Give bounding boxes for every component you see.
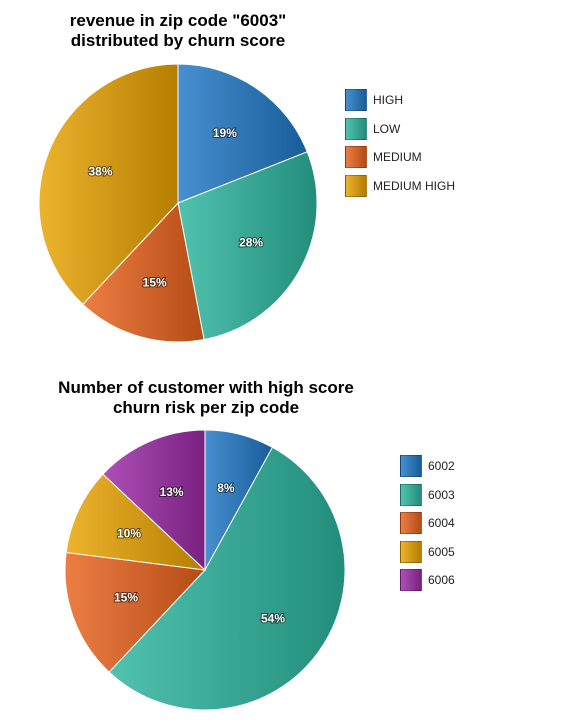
slice-label-6005: 10% [117, 526, 141, 540]
pie-slice-medium [82, 201, 205, 343]
pie-slice-6004 [64, 551, 207, 673]
chart-high-churn-per-zip: Number of customer with high score churn… [0, 372, 581, 721]
legend-label: 6005 [428, 544, 455, 559]
legend-item-medium[interactable]: MEDIUM [345, 145, 422, 169]
slice-label-6002: 8% [217, 481, 235, 495]
chart-title-line-1: revenue in zip code "6003" [69, 11, 287, 30]
slice-label-6006: 13% [160, 485, 184, 499]
chart-title: revenue in zip code "6003" distributed b… [0, 11, 356, 51]
slice-label-low: 28% [239, 235, 263, 249]
pie-slice-6005 [65, 473, 207, 571]
pie-slice-high [177, 63, 308, 204]
legend-label: 6006 [428, 573, 455, 587]
legend-swatch [400, 483, 422, 506]
legend-item-low[interactable]: LOW [345, 117, 400, 141]
legend-item-6005[interactable]: 6005 [400, 540, 455, 564]
chart-title: Number of customer with high score churn… [0, 378, 412, 418]
chart-title-line-1: Number of customer with high score [58, 378, 354, 397]
pie-chart: 19% 28% 15% 38% [38, 63, 318, 343]
pie-slice-6003 [108, 446, 346, 711]
legend-label: MEDIUM HIGH [373, 178, 455, 193]
pie-slice-medium-high [38, 63, 179, 306]
legend-item-high[interactable]: HIGH [345, 88, 403, 112]
legend-label: LOW [373, 121, 401, 136]
chart-title-line-2: churn risk per zip code [112, 398, 300, 417]
legend-label: 6004 [428, 516, 455, 530]
legend-swatch [400, 569, 422, 591]
pie-chart: 8% 54% 15% 10% 13% [64, 429, 346, 711]
legend-label: MEDIUM [373, 150, 422, 164]
legend-item-6006[interactable]: 6006 [400, 568, 455, 592]
legend-item-medium-high[interactable]: MEDIUM HIGH [345, 174, 455, 198]
legend-swatch [400, 455, 422, 477]
slice-label-medium-high: 38% [88, 164, 112, 178]
slice-label-6004: 15% [114, 591, 138, 605]
legend-swatch [345, 174, 367, 197]
legend-swatch [345, 117, 367, 140]
slice-label-6003: 54% [261, 612, 285, 626]
legend-label: 6002 [428, 459, 455, 473]
legend-swatch [400, 512, 422, 534]
pie-slice-6006 [102, 429, 206, 572]
chart-title-line-2: distributed by churn score [70, 31, 286, 50]
legend-swatch [400, 540, 422, 563]
legend-item-6004[interactable]: 6004 [400, 511, 455, 535]
legend-label: 6003 [428, 487, 455, 502]
legend-item-6003[interactable]: 6003 [400, 483, 455, 507]
legend-swatch [345, 146, 367, 168]
legend-swatch [345, 89, 367, 111]
chart-churn-score-revenue: revenue in zip code "6003" distributed b… [0, 0, 581, 360]
pie-slice-low [177, 151, 318, 341]
slice-label-medium: 15% [143, 275, 167, 289]
legend-item-6002[interactable]: 6002 [400, 454, 455, 478]
slice-label-high: 19% [213, 126, 237, 140]
legend-label: HIGH [373, 93, 403, 107]
